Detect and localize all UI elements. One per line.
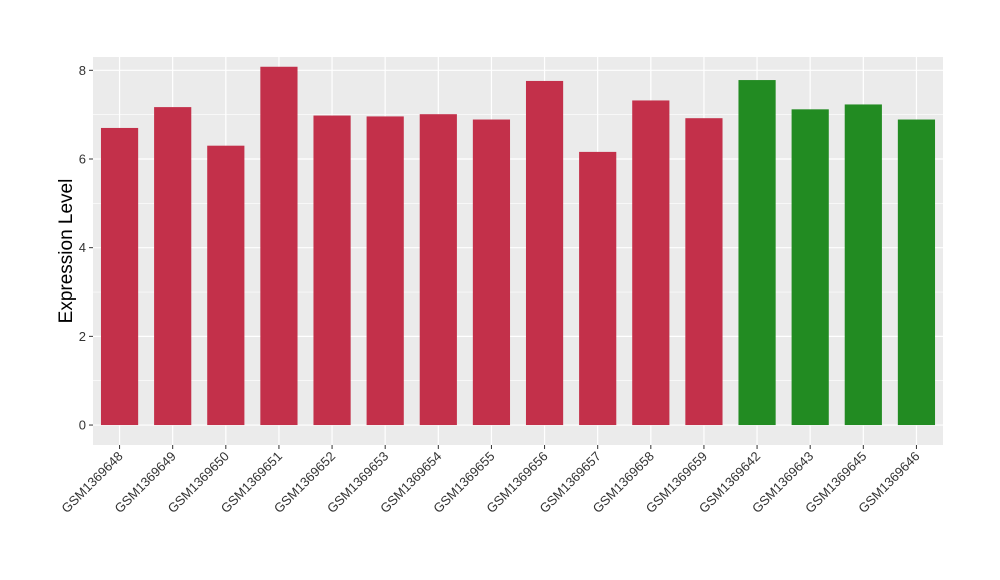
x-axis: GSM1369648GSM1369649GSM1369650GSM1369651… bbox=[58, 445, 923, 516]
bar-GSM1369642 bbox=[738, 80, 776, 426]
bar-GSM1369654 bbox=[419, 114, 457, 426]
bar-GSM1369643 bbox=[791, 109, 829, 426]
bar-GSM1369658 bbox=[632, 100, 670, 426]
bar-GSM1369645 bbox=[844, 104, 882, 426]
bar-GSM1369650 bbox=[207, 145, 245, 426]
y-tick-label: 8 bbox=[79, 63, 86, 78]
bar-GSM1369648 bbox=[100, 127, 139, 426]
bar-GSM1369652 bbox=[313, 115, 351, 426]
bars bbox=[100, 66, 936, 426]
bar-GSM1369657 bbox=[579, 151, 617, 426]
y-tick-label: 2 bbox=[79, 329, 86, 344]
y-tick-label: 4 bbox=[79, 240, 86, 255]
bar-GSM1369651 bbox=[260, 66, 298, 426]
y-axis-title: Expression Level bbox=[56, 179, 77, 324]
y-axis: 0 2 4 6 8 bbox=[79, 63, 93, 433]
bar-GSM1369659 bbox=[685, 118, 723, 426]
y-tick-label: 0 bbox=[79, 418, 86, 433]
bar-GSM1369656 bbox=[525, 80, 564, 426]
bar-GSM1369646 bbox=[897, 119, 936, 426]
bar-GSM1369653 bbox=[366, 116, 404, 426]
bar-GSM1369649 bbox=[154, 107, 192, 426]
y-tick-label: 6 bbox=[79, 151, 86, 166]
bar-GSM1369655 bbox=[472, 119, 511, 426]
